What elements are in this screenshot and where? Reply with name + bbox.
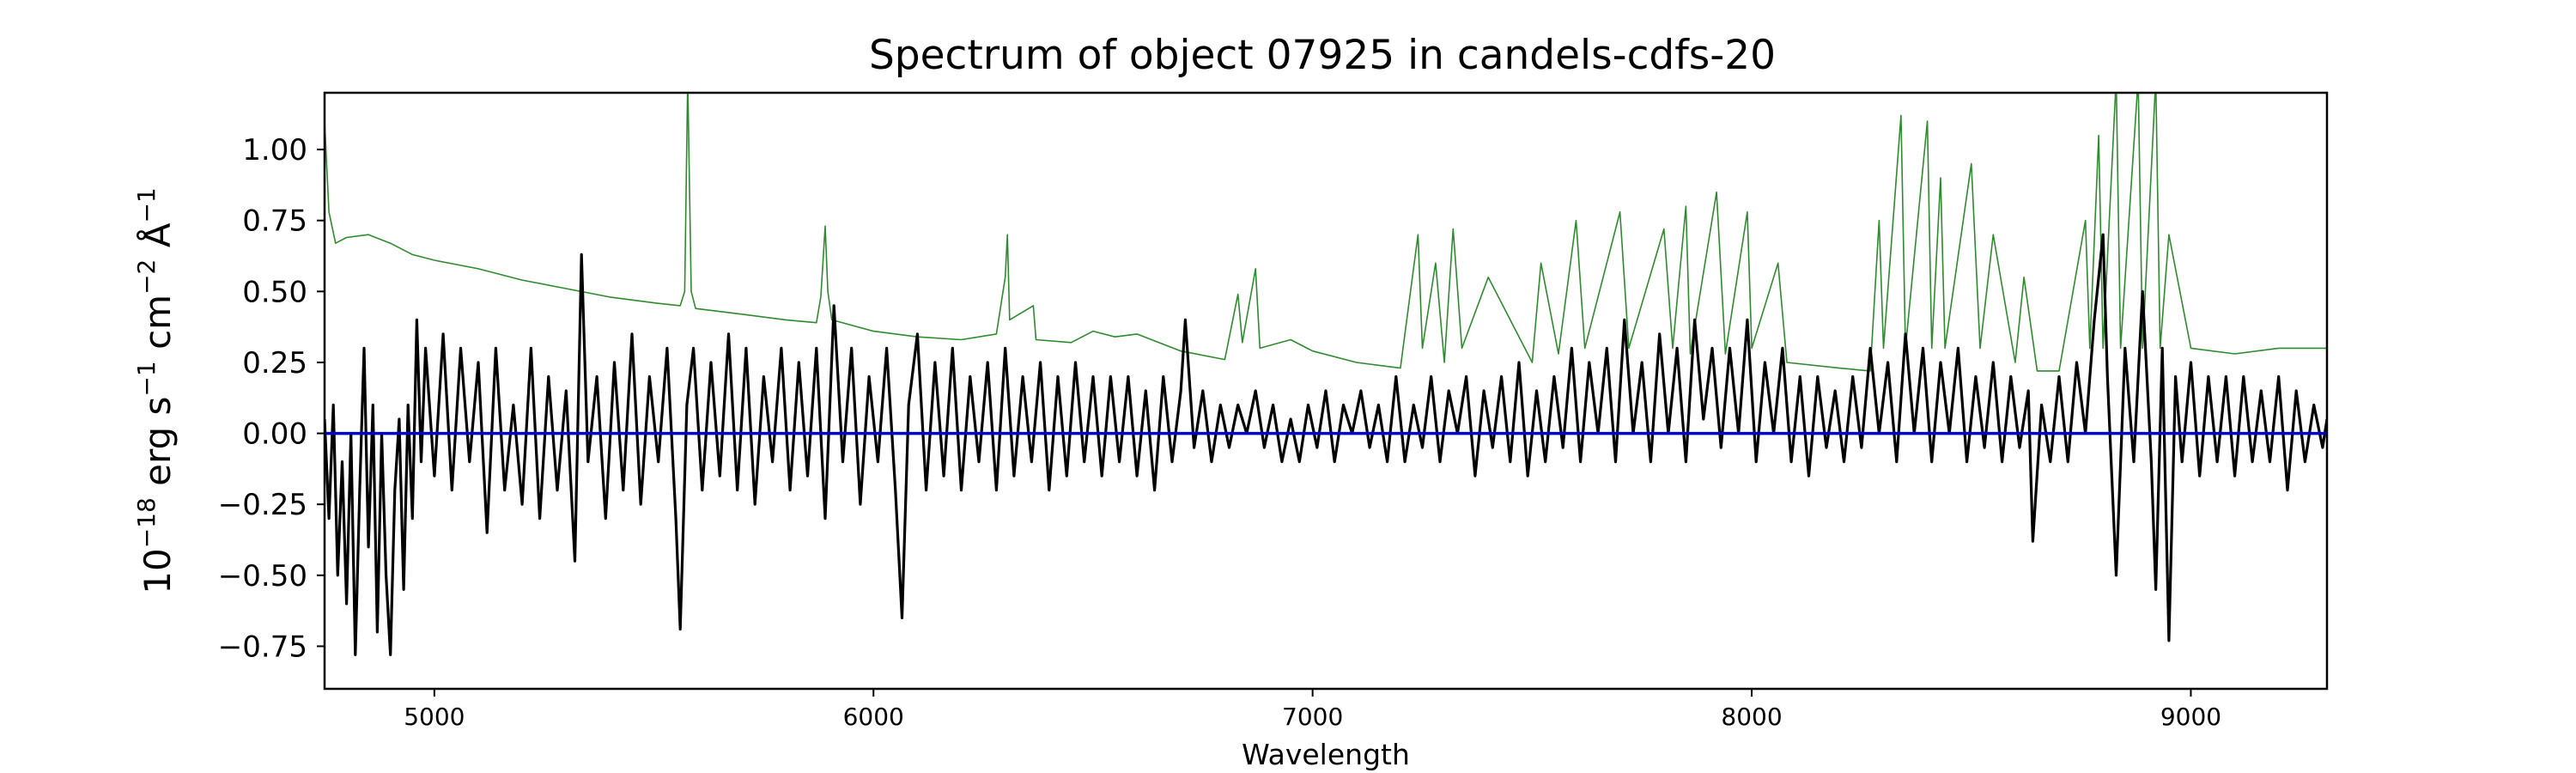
plot-frame [323,91,2329,691]
x-axis-label: Wavelength [1242,738,1410,771]
x-tick-label: 6000 [843,703,904,731]
x-tick-label: 5000 [404,703,465,731]
y-tick-label: 0.25 [242,346,307,380]
y-tick-label: −0.75 [218,630,307,664]
x-tick-label: 8000 [1721,703,1782,731]
y-tick-label: −0.25 [218,488,307,522]
y-axis: −0.75 −0.50 −0.25 0.00 0.25 0.50 0.75 1.00 [218,133,325,664]
y-label-exp3: −2 [132,259,161,295]
y-tick-label: −0.50 [218,559,307,593]
y-tick-label: 1.00 [242,133,307,167]
y-label-t2: cm [137,295,179,361]
y-label-exp2: −1 [132,361,161,396]
y-label-t3: Å [136,222,179,259]
y-label-base: 10 [137,548,179,593]
y-tick-label: 0.75 [242,204,307,239]
y-axis-label: 10−18 erg s−1 cm−2 Å−1 [132,187,179,593]
y-label-exp4: −1 [132,187,161,222]
chart-title: Spectrum of object 07925 in candels-cdfs… [869,32,1776,79]
sky-series-line [325,93,2327,372]
x-axis: 5000 6000 7000 8000 9000 [404,689,2221,731]
y-label-t1: erg s [137,397,179,498]
x-tick-label: 7000 [1282,703,1343,731]
series-layer [325,93,2327,656]
y-tick-label: 0.00 [242,417,307,452]
x-tick-label: 9000 [2160,703,2221,731]
y-tick-label: 0.50 [242,275,307,309]
y-label-exp1: −18 [132,497,161,548]
